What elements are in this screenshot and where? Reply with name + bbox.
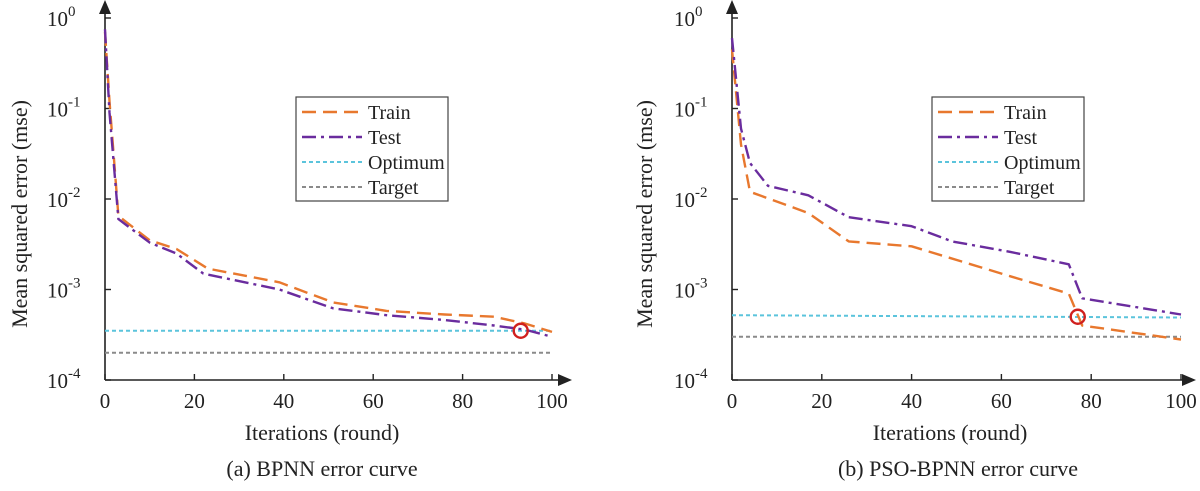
x-tick-label: 80	[1081, 389, 1102, 413]
chart-panel-0: 0 20 40 60 80 100 10-4 10-3 10-2 10-1 100 Iteration…	[7, 0, 572, 481]
x-axis-label: Iterations (round)	[873, 420, 1028, 445]
y-axis-label: Mean squared error (mse)	[7, 100, 32, 328]
legend: Train Test Optimum Target	[295, 96, 449, 202]
optimum-point-marker	[1069, 308, 1086, 325]
legend-label-optimum: Optimum	[1004, 152, 1081, 174]
legend: Train Test Optimum Target	[931, 96, 1085, 202]
x-tick-label: 80	[452, 389, 473, 413]
y-tick-label: 10-4	[674, 366, 708, 393]
y-tick-label: 100	[47, 4, 76, 31]
legend-box	[931, 96, 1085, 202]
y-tick-label: 10-2	[47, 185, 81, 212]
y-axis-arrow	[99, 0, 111, 14]
x-tick-label: 20	[811, 389, 832, 413]
x-tick-label: 0	[727, 389, 738, 413]
y-tick-label: 10-3	[674, 276, 708, 303]
x-tick-label: 0	[100, 389, 111, 413]
x-tick-label: 100	[1165, 389, 1197, 413]
y-tick-label: 100	[674, 4, 703, 31]
x-axis-arrow	[1182, 374, 1196, 386]
y-tick-label: 10-2	[674, 185, 708, 212]
y-axis-label: Mean squared error (mse)	[632, 100, 657, 328]
series-line-train	[730, 49, 1182, 341]
y-tick-label: 10-4	[47, 366, 81, 393]
legend-label-test: Test	[368, 127, 401, 149]
legend-label-test: Test	[1004, 127, 1037, 149]
series-line-test	[103, 29, 553, 338]
x-tick-label: 100	[536, 389, 568, 413]
legend-label-target: Target	[368, 177, 419, 199]
x-tick-label: 20	[184, 389, 205, 413]
legend-label-target: Target	[1004, 177, 1055, 199]
optimum-point-marker	[512, 322, 529, 339]
x-tick-label: 40	[273, 389, 294, 413]
y-tick-label: 10-3	[47, 276, 81, 303]
legend-label-optimum: Optimum	[368, 152, 445, 174]
x-axis-arrow	[558, 374, 572, 386]
x-tick-label: 40	[901, 389, 922, 413]
x-tick-label: 60	[363, 389, 384, 413]
legend-label-train: Train	[1004, 102, 1047, 124]
x-axis-label: Iterations (round)	[245, 420, 400, 445]
chart-caption: (a) BPNN error curve	[226, 456, 417, 481]
series-line-optimum	[731, 314, 1182, 319]
legend-label-train: Train	[368, 102, 411, 124]
legend-box	[295, 96, 449, 202]
chart-caption: (b) PSO-BPNN error curve	[838, 456, 1078, 481]
series-line-test	[730, 37, 1182, 316]
y-axis-arrow	[726, 0, 738, 14]
chart-panel-1: 0 20 40 60 80 100 10-4 10-3 10-2 10-1 100 Iteration…	[632, 0, 1197, 481]
x-tick-label: 60	[991, 389, 1012, 413]
y-tick-label: 10-1	[674, 95, 708, 122]
y-tick-label: 10-1	[47, 95, 81, 122]
series-line-train	[103, 31, 553, 334]
